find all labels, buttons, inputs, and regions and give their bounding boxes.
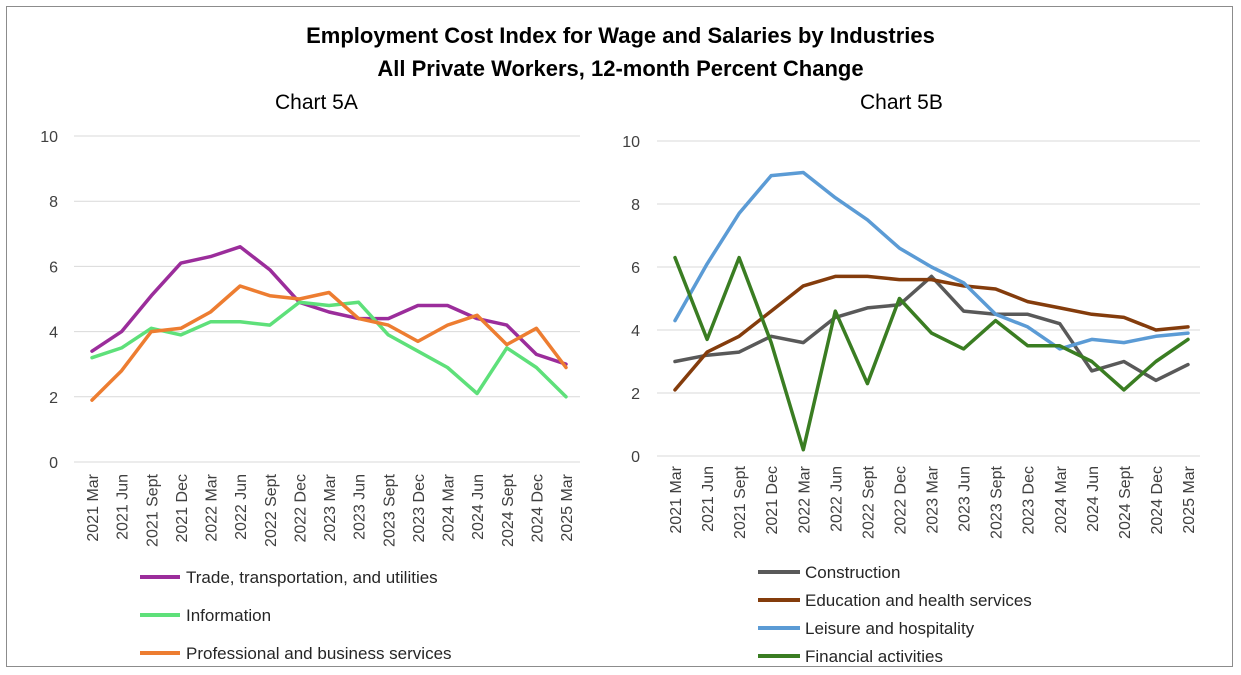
chart-5a-legend-label: Trade, transportation, and utilities [186, 568, 438, 587]
chart-5b: 0 2 4 6 8 10 2021 Mar 2021 Jun 2021 Sept 2021 Dec… [622, 134, 1200, 666]
chart-5a-x-tick-label: 2025 Mar [559, 473, 576, 541]
chart-frame [6, 6, 1233, 667]
chart-5b-y-tick-label: 0 [631, 449, 640, 466]
chart-5b-y-tick-label: 6 [631, 260, 640, 277]
chart-5a-series-line [90, 284, 568, 402]
chart-5b-y-tick-label: 10 [622, 134, 640, 151]
chart-5b-x-tick-label: 2023 Jun [957, 466, 974, 532]
chart-5a-x-tick-label: 2023 Dec [411, 474, 428, 543]
chart-5a-x-tick-label: 2021 Sept [144, 473, 161, 547]
chart-5b-x-tick-label: 2024 Jun [1085, 466, 1102, 532]
chart-5b-x-tick-label: 2024 Mar [1053, 465, 1070, 533]
chart-5b-x-tick-label: 2022 Dec [892, 466, 909, 535]
chart-5b-series-line [673, 274, 1190, 392]
chart-5a-legend-label: Information [186, 606, 271, 625]
chart-5b-y-tick-label: 4 [631, 323, 640, 340]
chart-5a-x-tick-label: 2023 Sept [381, 473, 398, 547]
chart-5a-y-tick-label: 2 [49, 390, 58, 407]
chart-5a-x-tick-label: 2021 Jun [115, 474, 132, 540]
chart-5b-x-tick-label: 2024 Dec [1149, 466, 1166, 535]
chart-5b-legend-label: Construction [805, 563, 900, 582]
chart-5b-series-line [673, 170, 1190, 351]
chart-5b-x-tick-label: 2023 Mar [925, 465, 942, 533]
chart-5a-x-tick-label: 2024 Sept [500, 473, 517, 547]
chart-5a-x-tick-label: 2021 Dec [174, 474, 191, 543]
chart-5a-x-tick-label: 2022 Dec [292, 474, 309, 543]
figure-title-line-1: Employment Cost Index for Wage and Salar… [306, 23, 935, 48]
chart-5b-legend-label: Leisure and hospitality [805, 619, 975, 638]
chart-5a: 0 2 4 6 8 10 2021 Mar 2021 Jun 2021 Sept 2021 Dec… [40, 129, 580, 663]
chart-5b-x-tick-label: 2021 Dec [764, 466, 781, 535]
chart-5a-y-tick-label: 4 [49, 325, 58, 342]
chart-5b-x-tick-label: 2022 Sept [860, 465, 877, 539]
chart-5b-x-tick-label: 2021 Mar [668, 465, 685, 533]
chart-5a-x-tick-label: 2022 Mar [204, 473, 221, 541]
chart-5a-y-tick-label: 0 [49, 455, 58, 472]
chart-5a-x-tick-label: 2021 Mar [85, 473, 102, 541]
chart-5a-x-tick-label: 2023 Jun [352, 474, 369, 540]
chart-5a-y-tick-label: 10 [40, 129, 58, 146]
chart-5a-legend-label: Professional and business services [186, 644, 452, 663]
chart-5a-y-tick-label: 8 [49, 194, 58, 211]
chart-5b-title: Chart 5B [860, 91, 943, 114]
chart-5a-series-line [90, 245, 568, 366]
chart-5a-x-tick-label: 2023 Mar [322, 473, 339, 541]
chart-5b-series-line [673, 274, 1190, 383]
chart-5a-x-tick-label: 2024 Dec [529, 474, 546, 543]
figure-title-line-2: All Private Workers, 12-month Percent Ch… [377, 56, 864, 81]
chart-5b-y-tick-label: 8 [631, 197, 640, 214]
chart-5b-x-tick-label: 2025 Mar [1181, 465, 1198, 533]
chart-5a-x-tick-label: 2024 Mar [441, 473, 458, 541]
chart-5b-x-tick-label: 2021 Jun [700, 466, 717, 532]
chart-5b-series-line [673, 255, 1190, 452]
chart-5b-legend-label: Financial activities [805, 647, 943, 666]
chart-5b-legend-label: Education and health services [805, 591, 1032, 610]
chart-5b-x-tick-label: 2022 Jun [828, 466, 845, 532]
chart-5b-x-tick-label: 2024 Sept [1117, 465, 1134, 539]
chart-5b-x-tick-label: 2021 Sept [732, 465, 749, 539]
chart-5a-title: Chart 5A [275, 91, 358, 114]
chart-5a-x-tick-label: 2022 Jun [233, 474, 250, 540]
chart-5a-y-tick-label: 6 [49, 259, 58, 276]
chart-5b-y-tick-label: 2 [631, 386, 640, 403]
chart-5b-x-tick-label: 2022 Mar [796, 465, 813, 533]
chart-5a-x-tick-label: 2022 Sept [263, 473, 280, 547]
chart-5b-x-tick-label: 2023 Dec [1021, 466, 1038, 535]
chart-5a-x-tick-label: 2024 Jun [470, 474, 487, 540]
figure-title: Employment Cost Index for Wage and Salar… [0, 19, 1241, 85]
chart-5a-series-line [90, 300, 568, 399]
chart-5b-x-tick-label: 2023 Sept [989, 465, 1006, 539]
